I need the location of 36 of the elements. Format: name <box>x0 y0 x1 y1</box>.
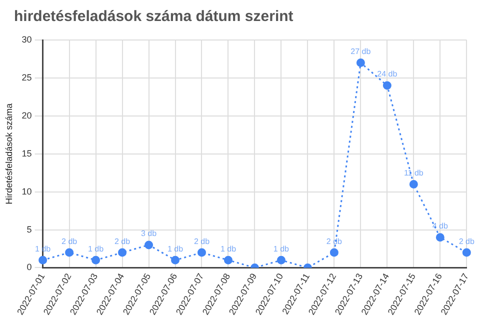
data-label: 2 db <box>114 236 131 246</box>
point <box>144 240 154 250</box>
point <box>276 256 286 264</box>
data-label: 1 db <box>220 244 237 254</box>
y-tick-label: 0 <box>26 262 32 272</box>
point <box>409 180 418 188</box>
point <box>65 248 74 257</box>
point <box>38 256 48 264</box>
data-label: 3 db <box>140 229 158 238</box>
point <box>198 248 206 257</box>
y-axis-title: Hirdetésfeladások száma <box>4 103 14 204</box>
data-label: 24 db <box>377 70 398 79</box>
chart-title: hirdetésfeladások száma dátum szerint <box>14 8 294 25</box>
point <box>171 256 180 264</box>
y-tick-label: 10 <box>22 186 32 196</box>
point <box>356 58 365 68</box>
y-tick-label: 15 <box>22 148 32 158</box>
point <box>382 81 392 90</box>
y-tick-label: 5 <box>26 224 32 234</box>
data-label: 1 db <box>88 244 104 254</box>
data-label: 1 db <box>273 244 290 254</box>
y-tick-label: 25 <box>22 72 32 82</box>
data-label: 2 db <box>326 236 343 246</box>
data-label: 1 db <box>167 244 184 254</box>
y-tick-label: 20 <box>22 110 32 120</box>
point <box>330 248 338 257</box>
data-label: 2 db <box>62 236 78 246</box>
data-label: 27 db <box>350 46 372 56</box>
point <box>92 256 100 264</box>
point <box>436 233 444 242</box>
data-label: 2 db <box>194 236 210 246</box>
point <box>118 248 127 257</box>
y-tick-label: 30 <box>22 34 32 44</box>
point <box>462 248 471 257</box>
data-label: 2 db <box>458 236 475 246</box>
point <box>224 256 232 264</box>
